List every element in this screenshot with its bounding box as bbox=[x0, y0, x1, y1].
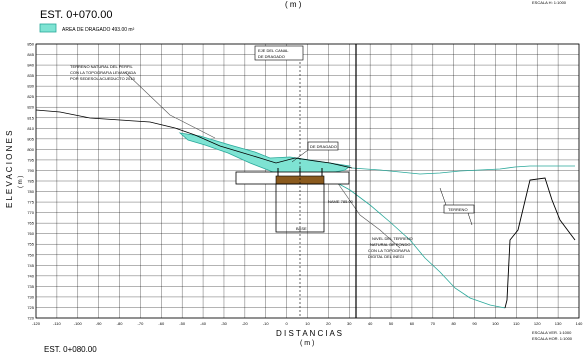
scale-vertical: ESCALA VER. 1:1000 bbox=[532, 330, 572, 335]
y-tick-label: 730 bbox=[27, 294, 34, 299]
channel-axis-label-2: DE DRAGADO bbox=[258, 54, 285, 59]
proj-terrain-leader-2 bbox=[467, 212, 473, 226]
dredge-leader bbox=[291, 149, 309, 163]
y-tick-label: 765 bbox=[27, 221, 34, 226]
y-tick-label: 795 bbox=[27, 157, 34, 162]
y-axis-unit: ( m ) bbox=[18, 176, 24, 188]
x-axis-title: D I S T A N C I A S bbox=[276, 329, 342, 338]
x-tick-label: 70 bbox=[431, 321, 436, 326]
y-tick-label: 840 bbox=[27, 63, 34, 68]
legend-swatch bbox=[39, 23, 57, 33]
y-tick-label: 845 bbox=[27, 52, 34, 57]
x-tick-label: 110 bbox=[513, 321, 520, 326]
terrain-note: TERRENO NATURAL DEL PERFIL CON LA TOPOGR… bbox=[70, 64, 136, 81]
y-tick-label: 735 bbox=[27, 284, 34, 289]
x-tick-label: 60 bbox=[410, 321, 415, 326]
x-axis-unit: ( m ) bbox=[300, 340, 314, 347]
x-tick-label: 10 bbox=[305, 321, 310, 326]
x-tick-label: -60 bbox=[158, 321, 165, 326]
dredge-area bbox=[178, 132, 351, 178]
y-tick-label: 755 bbox=[27, 242, 34, 247]
lower-terrain-line bbox=[327, 177, 506, 309]
channel-axis-label-1: EJE DEL CANAL bbox=[258, 48, 289, 53]
x-tick-label: 120 bbox=[534, 321, 541, 326]
x-tick-label: 130 bbox=[555, 321, 562, 326]
y-tick-label: 760 bbox=[27, 231, 34, 236]
x-tick-label: -10 bbox=[263, 321, 270, 326]
y-tick-label: 745 bbox=[27, 263, 34, 268]
dredge-label-box bbox=[307, 141, 339, 151]
y-tick-label: 790 bbox=[27, 168, 34, 173]
top-right-scale: ESCALA H: 1:1000 bbox=[532, 0, 567, 5]
grade-line bbox=[124, 71, 216, 139]
y-tick-label: 830 bbox=[27, 84, 34, 89]
terrain-note-line-1: TERRENO NATURAL DEL PERFIL bbox=[70, 64, 134, 69]
terrain-note-line-3: POR SEDESOL ACUEDUCTO 2013 bbox=[70, 76, 135, 81]
y-tick-label: 780 bbox=[27, 189, 34, 194]
x-tick-label: 100 bbox=[492, 321, 499, 326]
x-tick-label: 90 bbox=[472, 321, 477, 326]
base-label: BASE bbox=[296, 226, 307, 231]
x-tick-label: 20 bbox=[326, 321, 331, 326]
x-tick-label: -40 bbox=[200, 321, 207, 326]
scale-horizontal: ESCALA HOR. 1:1000 bbox=[532, 336, 573, 341]
y-tick-label: 835 bbox=[27, 73, 34, 78]
x-tick-label: 80 bbox=[451, 321, 456, 326]
x-tick-label: -30 bbox=[221, 321, 228, 326]
y-tick-label: 820 bbox=[27, 105, 34, 110]
y-tick-label: 775 bbox=[27, 200, 34, 205]
structure-level-label: NAME 785.00 bbox=[328, 199, 354, 204]
y-tick-label: 810 bbox=[27, 126, 34, 131]
x-tick-label: -50 bbox=[179, 321, 186, 326]
lower-terrain-line-3: CON LA TOPOGRAFIA bbox=[368, 248, 410, 253]
lower-terrain-line-2: NATURAL DE FONDO bbox=[370, 242, 410, 247]
x-tick-label: -80 bbox=[117, 321, 124, 326]
legend-label: AREA DE DRAGADO 493.00 m² bbox=[62, 27, 135, 33]
x-tick-label: 0 bbox=[285, 321, 288, 326]
y-tick-label: 850 bbox=[27, 42, 34, 47]
x-tick-label: -90 bbox=[96, 321, 103, 326]
x-tick-label: 140 bbox=[576, 321, 583, 326]
x-tick-label: -120 bbox=[32, 321, 41, 326]
lower-terrain-note: NIVEL DEL TERRENO NATURAL DE FONDO CON L… bbox=[368, 236, 413, 259]
y-tick-label: 785 bbox=[27, 179, 34, 184]
lower-terrain-line-1: NIVEL DEL TERRENO bbox=[372, 236, 413, 241]
dredge-label: DE DRAGADO bbox=[310, 144, 337, 149]
top-unit-label: ( m ) bbox=[285, 0, 302, 9]
x-tick-label: 30 bbox=[347, 321, 352, 326]
terrain-profile bbox=[35, 109, 353, 169]
terrain-note-line-2: CON LA TOPOGRAFIA LEVANTADA bbox=[70, 70, 136, 75]
channel-axis-box bbox=[254, 45, 304, 61]
y-tick-label: 720 bbox=[27, 316, 34, 321]
y-tick-label: 770 bbox=[27, 210, 34, 215]
station-title: EST. 0+070.00 bbox=[40, 9, 112, 21]
y-tick-label: 740 bbox=[27, 273, 34, 278]
original-terrain-line bbox=[351, 165, 575, 175]
y-tick-label: 750 bbox=[27, 252, 34, 257]
x-tick-label: -70 bbox=[138, 321, 145, 326]
right-channel bbox=[504, 177, 576, 309]
y-tick-label: 825 bbox=[27, 94, 34, 99]
x-tick-label: 40 bbox=[368, 321, 373, 326]
proj-terrain-label: TERRENO bbox=[448, 207, 468, 212]
y-tick-labels: 850 845 840 835 830 825 820 815 810 805 800 795 790 7… bbox=[27, 42, 34, 321]
y-tick-label: 725 bbox=[27, 305, 34, 310]
x-tick-label: -100 bbox=[74, 321, 83, 326]
x-tick-labels: -120 -110 -100 -90 -80 -70 -60 -50 -40 -30 -20 -10 0… bbox=[32, 321, 583, 326]
y-axis-title: E L E V A C I O N E S bbox=[5, 130, 14, 208]
y-tick-label: 805 bbox=[27, 136, 34, 141]
x-tick-label: 50 bbox=[389, 321, 394, 326]
x-tick-label: -110 bbox=[53, 321, 61, 326]
proj-terrain-box bbox=[443, 204, 475, 214]
y-tick-label: 800 bbox=[27, 147, 34, 152]
y-tick-label: 815 bbox=[27, 115, 34, 120]
next-station-title: EST. 0+080.00 bbox=[44, 345, 97, 353]
lower-terrain-line-4: DIGITAL DEL INEGI bbox=[368, 254, 404, 259]
proj-terrain-leader bbox=[439, 187, 447, 206]
grade-line-2 bbox=[329, 171, 401, 249]
x-tick-label: -20 bbox=[242, 321, 249, 326]
